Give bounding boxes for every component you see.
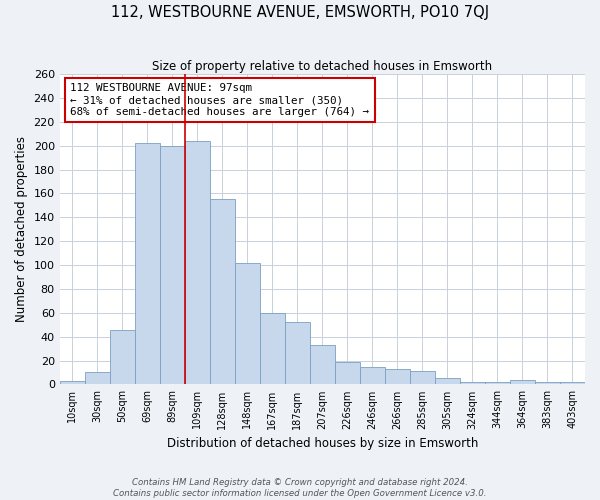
Bar: [260, 313, 285, 384]
Bar: [485, 382, 510, 384]
Bar: [160, 146, 185, 384]
Bar: [59, 381, 85, 384]
Bar: [210, 200, 235, 384]
Bar: [560, 382, 585, 384]
Bar: [85, 372, 110, 384]
Bar: [435, 378, 460, 384]
Bar: [285, 322, 310, 384]
Bar: [385, 369, 410, 384]
Bar: [360, 366, 385, 384]
Bar: [410, 372, 435, 384]
Bar: [185, 141, 210, 384]
Bar: [510, 380, 535, 384]
Y-axis label: Number of detached properties: Number of detached properties: [15, 136, 28, 322]
X-axis label: Distribution of detached houses by size in Emsworth: Distribution of detached houses by size …: [167, 437, 478, 450]
Bar: [235, 262, 260, 384]
Bar: [335, 362, 360, 384]
Text: Contains HM Land Registry data © Crown copyright and database right 2024.
Contai: Contains HM Land Registry data © Crown c…: [113, 478, 487, 498]
Bar: [310, 345, 335, 385]
Text: 112, WESTBOURNE AVENUE, EMSWORTH, PO10 7QJ: 112, WESTBOURNE AVENUE, EMSWORTH, PO10 7…: [111, 5, 489, 20]
Title: Size of property relative to detached houses in Emsworth: Size of property relative to detached ho…: [152, 60, 493, 73]
Bar: [110, 330, 135, 384]
Bar: [535, 382, 560, 384]
Bar: [135, 144, 160, 384]
Bar: [460, 382, 485, 384]
Text: 112 WESTBOURNE AVENUE: 97sqm
← 31% of detached houses are smaller (350)
68% of s: 112 WESTBOURNE AVENUE: 97sqm ← 31% of de…: [70, 84, 369, 116]
